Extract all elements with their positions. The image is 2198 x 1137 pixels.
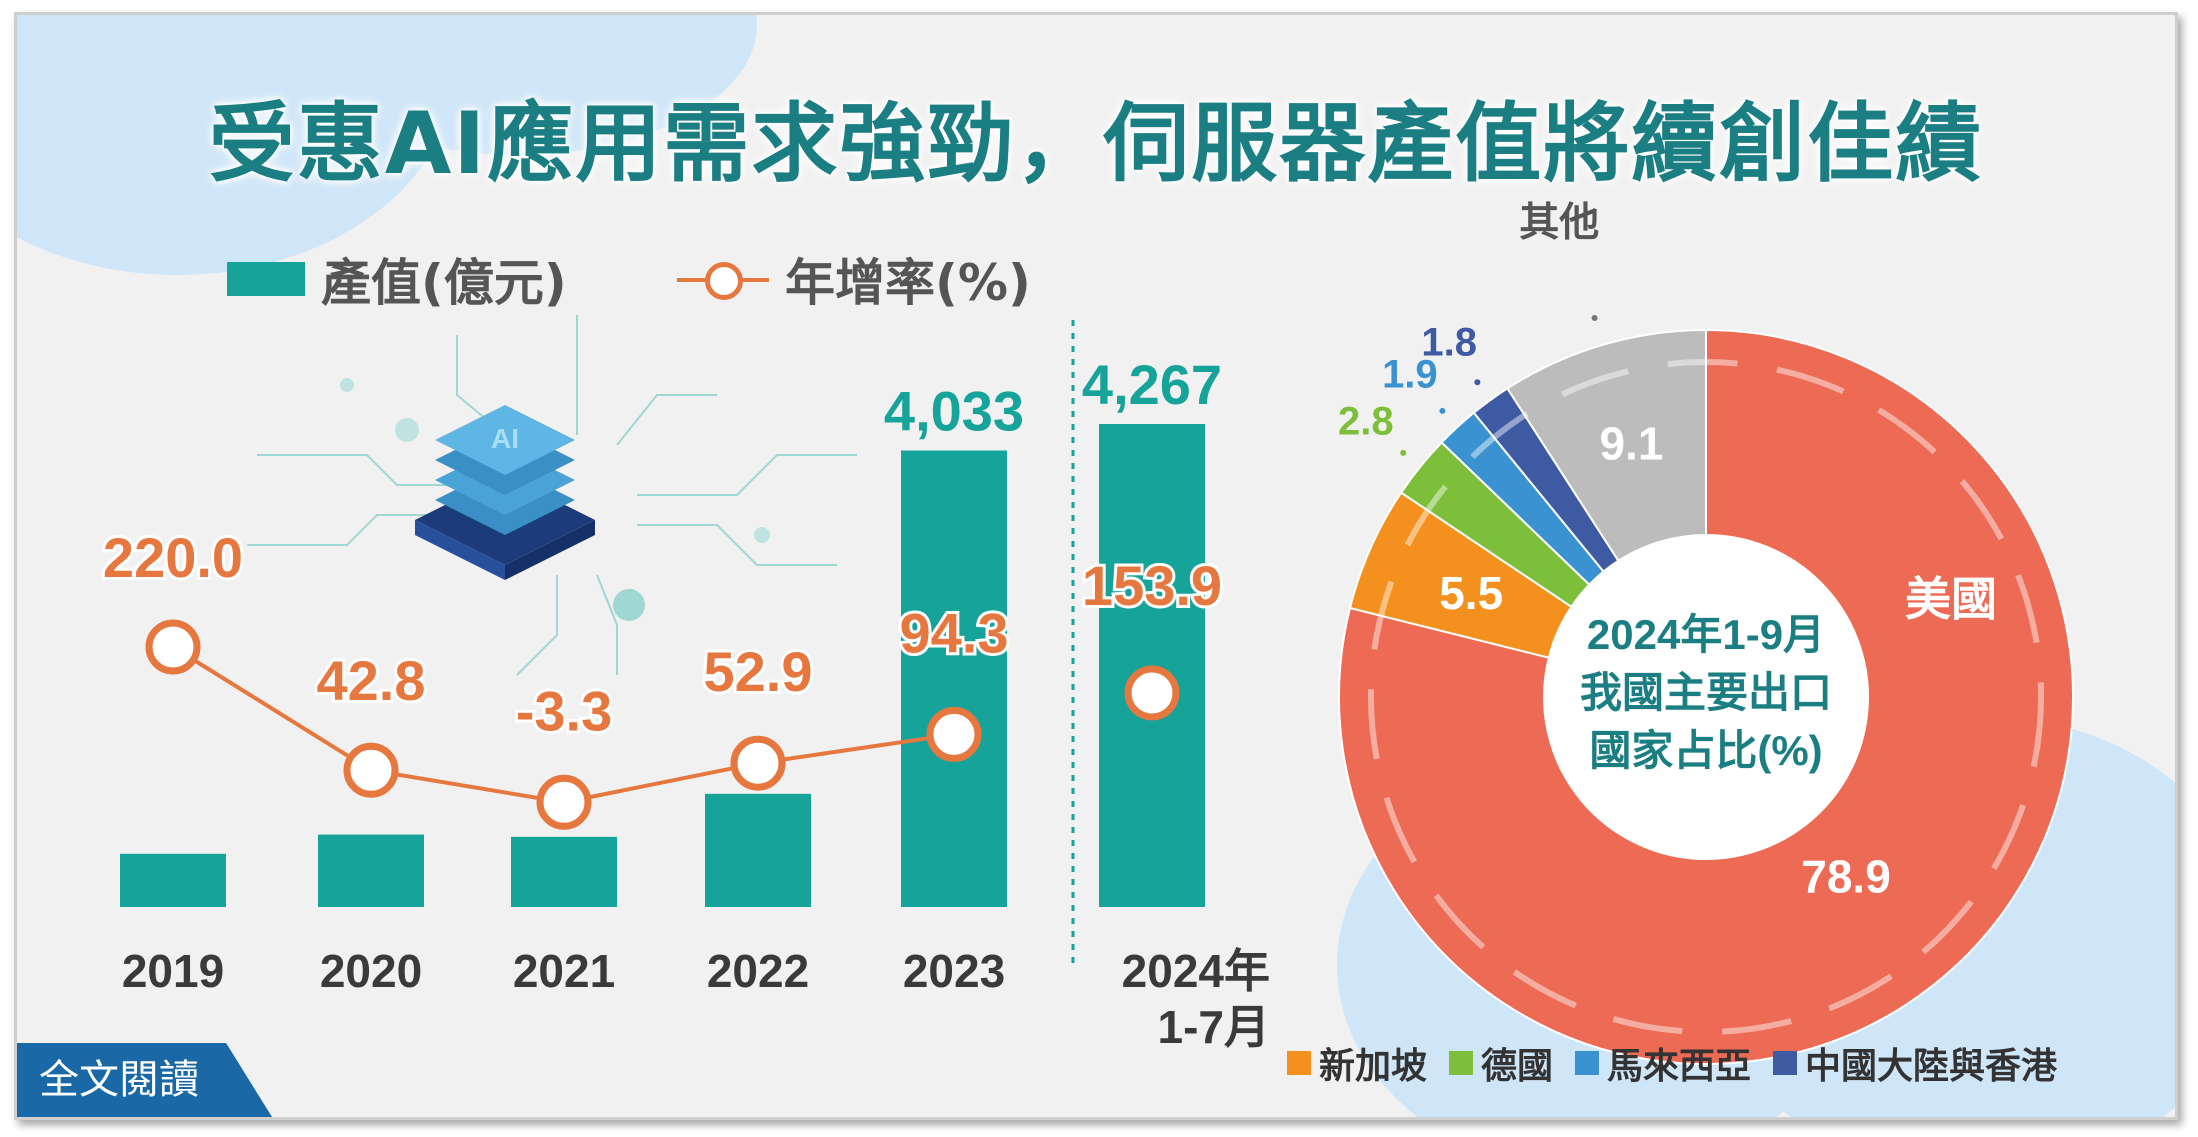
bar-line-chart: 4,033 4,267 220.0 42.8 -3.3 52.9 94.3 153.9 2019…: [100, 353, 1270, 1053]
pie-legend-item-malaysia: 馬來西亞: [1575, 1037, 1751, 1089]
pie-leader-dot: [1591, 315, 1598, 322]
line-swatch-icon: [677, 262, 769, 300]
pie-center: [1544, 535, 1868, 859]
ai-chip-icon: AI: [247, 315, 857, 676]
growth-point: [926, 706, 982, 762]
growth-value-label: 42.8: [317, 649, 426, 712]
growth-point: [536, 774, 592, 830]
pie-other-label: 其他: [1519, 201, 1599, 245]
x-tick-label: 2020: [320, 945, 422, 997]
pie-legend-label: 德國: [1481, 1046, 1554, 1087]
growth-value-label: 52.9: [704, 640, 813, 703]
legend-item-line: 年增率(%): [677, 243, 1031, 315]
legend-line-label: 年增率(%): [785, 254, 1031, 312]
bar: [511, 836, 617, 907]
malaysia-swatch-icon: [1575, 1051, 1600, 1075]
bar: [120, 853, 226, 907]
growth-value-label: 220.0: [103, 526, 243, 589]
pie-legend-label: 新加坡: [1319, 1046, 1428, 1087]
legend-bar-label: 產值(億元): [321, 254, 567, 312]
bar: [901, 450, 1007, 907]
pie-value-label: 5.5: [1439, 567, 1503, 619]
decor-dashed-ring: [1368, 359, 2044, 1035]
growth-point: [1124, 665, 1180, 721]
bar: [318, 834, 424, 907]
svg-text:AI: AI: [491, 423, 519, 454]
pie-leader-dot: [1474, 379, 1481, 386]
bar-value-label: 4,033: [884, 379, 1024, 442]
bar: [705, 793, 811, 907]
pie-legend-item-china-hk: 中國大陸與香港: [1773, 1037, 2057, 1089]
x-tick-label: 2023: [903, 945, 1005, 997]
pie-value-label: 1.9: [1382, 353, 1438, 397]
pie-legend: 新加坡 德國 馬來西亞 中國大陸與香港: [1287, 1037, 2079, 1089]
read-full-article-button[interactable]: 全文閱讀: [17, 1043, 272, 1117]
pie-title: 2024年1-9月: [1587, 611, 1825, 658]
x-tick-label: 2021: [513, 945, 615, 997]
growth-value-label: 94.3: [900, 601, 1009, 664]
pie-legend-item-germany: 德國: [1449, 1037, 1553, 1089]
page-title: 受惠AI應用需求強勁，伺服器產值將續創佳績: [208, 94, 1984, 194]
pie-legend-label: 馬來西亞: [1607, 1046, 1752, 1087]
legend-item-bar: 產值(億元): [227, 243, 567, 315]
pie-slice-name-label: 美國: [1905, 573, 1997, 625]
growth-value-label: 153.9: [1082, 554, 1222, 617]
growth-point: [343, 742, 399, 798]
pie-leader-dot: [1400, 449, 1407, 456]
pie-title: 國家占比(%): [1589, 727, 1822, 774]
china-hk-swatch-icon: [1773, 1051, 1798, 1075]
pie-leader-dot: [1439, 407, 1446, 414]
pie-value-label: 9.1: [1600, 417, 1664, 469]
growth-value-label: -3.3: [516, 679, 613, 742]
x-tick-label: 2019: [122, 945, 224, 997]
bar-value-label: 4,267: [1082, 353, 1222, 416]
bar-swatch-icon: [227, 262, 305, 296]
germany-swatch-icon: [1449, 1051, 1474, 1075]
x-tick-label: 2022: [707, 945, 809, 997]
singapore-swatch-icon: [1287, 1051, 1311, 1075]
pie-value-label: 1.8: [1421, 320, 1477, 364]
growth-point: [730, 735, 786, 791]
x-tick-label: 1-7月: [1158, 1001, 1270, 1053]
pie-value-label: 78.9: [1801, 850, 1891, 902]
infographic-frame: 受惠AI應用需求強勁，伺服器產值將續創佳績 產值(億元) 年增率(%): [14, 12, 2178, 1120]
growth-point: [145, 619, 201, 675]
pie-value-label: 2.8: [1338, 400, 1394, 444]
pie-legend-label: 中國大陸與香港: [1805, 1046, 2058, 1087]
pie-title: 我國主要出口: [1580, 669, 1832, 716]
pie-legend-item-singapore: 新加坡: [1287, 1037, 1427, 1089]
chart-canvas: AI 4,033 4,267 220.0 42.8 -3.3 52.9 94.3 153.9 2…: [100, 201, 2074, 1065]
x-tick-label: 2024年: [1122, 945, 1270, 997]
